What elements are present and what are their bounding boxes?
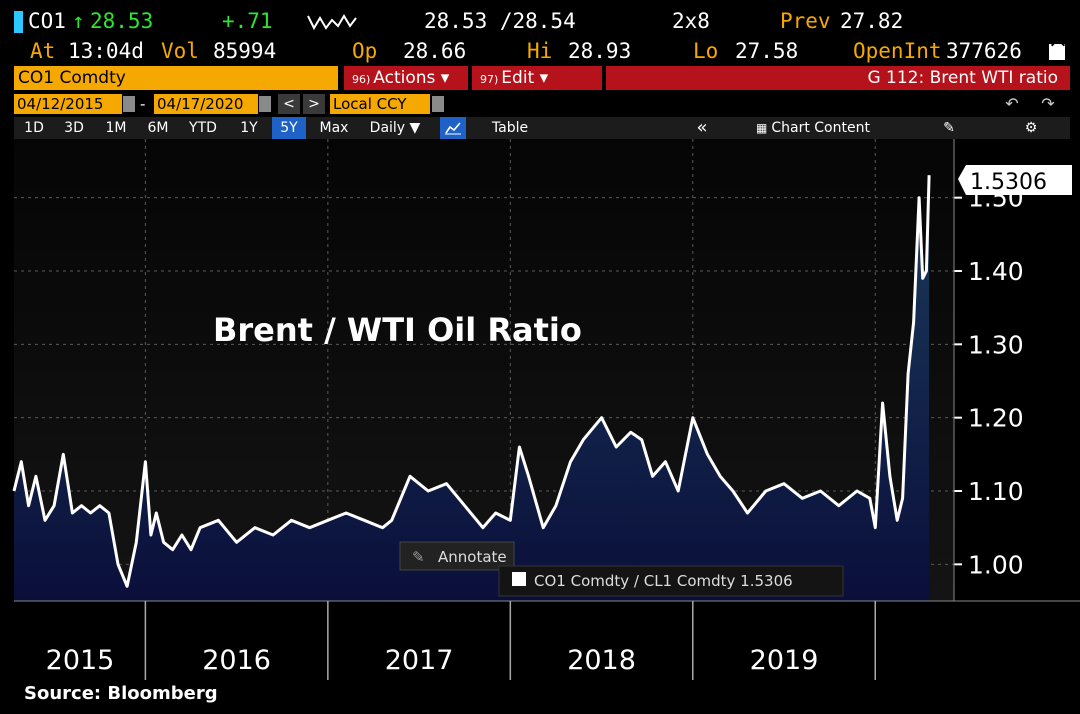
y-tick-label: 1.40 — [968, 257, 1024, 286]
prev-period-button[interactable]: < — [278, 94, 300, 114]
open-interest-label: OpenInt — [853, 39, 942, 63]
line-chart-icon — [445, 122, 461, 135]
y-tick-label: 1.20 — [968, 404, 1024, 433]
collapse-icon[interactable]: « — [696, 117, 708, 138]
open-value: 28.66 — [403, 39, 467, 63]
legend-swatch — [512, 572, 526, 586]
pencil-icon[interactable]: ✎ — [943, 120, 955, 136]
next-period-button[interactable]: > — [303, 94, 325, 114]
chart-content-button[interactable]: ▦ Chart Content — [748, 117, 878, 139]
currency-dropdown-icon[interactable] — [432, 96, 444, 112]
actions-number: 96) — [352, 73, 371, 86]
chart-icon: ▦ — [756, 121, 768, 135]
prev-value: 27.82 — [840, 9, 904, 33]
chart-content-label: Chart Content — [771, 120, 870, 136]
currency-select[interactable]: Local CCY — [330, 94, 430, 114]
period-1m[interactable]: 1M — [105, 120, 127, 136]
x-tick-label: 2018 — [567, 645, 636, 676]
prev-label: Prev — [780, 9, 831, 33]
series-line — [12, 175, 931, 588]
end-date-field[interactable]: 04/17/2020 — [154, 94, 258, 114]
y-tick-label: 1.10 — [968, 477, 1024, 506]
gear-icon[interactable]: ⚙ — [1024, 120, 1038, 136]
bid-ask-size: 2x8 — [672, 9, 710, 33]
legend: CO1 Comdty / CL1 Comdty 1.5306 — [498, 565, 844, 597]
period-max[interactable]: Max — [319, 120, 349, 136]
x-axis: 2015 2016 2017 2018 2019 — [14, 600, 1080, 680]
period-5y[interactable]: 5Y — [272, 117, 306, 139]
vol-value: 85994 — [213, 39, 277, 63]
sparkline-icon — [307, 14, 357, 31]
edit-number: 97) — [480, 73, 499, 86]
chart-title: Brent / WTI Oil Ratio — [213, 311, 582, 349]
ticker-marker — [14, 11, 23, 33]
legend-label: CO1 Comdty / CL1 Comdty 1.5306 — [534, 572, 793, 590]
function-bar: CO1 Comdty 96) Actions ▾ 97) Edit ▾ G 112:… — [14, 66, 1070, 90]
annotate-button[interactable]: ✎ Annotate — [399, 541, 515, 571]
undo-icon[interactable]: ↶ — [1005, 94, 1019, 113]
ticker-symbol: CO1 — [28, 9, 66, 33]
period-1d[interactable]: 1D — [24, 120, 44, 136]
at-label: At — [30, 39, 56, 63]
last-arrow: ↑ — [72, 9, 85, 33]
edit-label: Edit ▾ — [501, 68, 549, 88]
ratio-chart: 1.001.101.201.301.401.50 2015 2016 2017 201… — [12, 139, 1080, 680]
date-range-row: 04/12/2015 - 04/17/2020 < > Local CCY ↶ … — [14, 94, 1070, 114]
period-1y[interactable]: 1Y — [240, 120, 258, 136]
quote-header: CO1 ↑ 28.53 +.71 28.53 /28.54 2x8 Prev 2… — [0, 6, 1080, 36]
open-interest-value: 377626 — [946, 39, 1022, 63]
last-price: 28.53 — [90, 9, 154, 33]
table-button[interactable]: Table — [491, 120, 529, 136]
actions-label: Actions ▾ — [373, 68, 450, 88]
chart-toolbar: 1D 3D 1M 6M YTD 1Y 5Y Max Daily ▼ Table … — [14, 117, 1070, 139]
last-value-flag: 1.5306 — [958, 165, 1072, 195]
x-tick-label: 2015 — [46, 645, 115, 676]
series-area — [14, 175, 930, 601]
graph-title: G 112: Brent WTI ratio — [606, 66, 1070, 90]
pencil-icon: ✎ — [412, 548, 425, 566]
price-change: +.71 — [222, 9, 273, 33]
period-ytd[interactable]: YTD — [189, 120, 217, 136]
start-calendar-icon[interactable] — [123, 96, 135, 112]
high-value: 28.93 — [568, 39, 632, 63]
chart-type-icon[interactable] — [440, 117, 466, 139]
annotate-label: Annotate — [438, 548, 507, 566]
low-label: Lo — [693, 39, 719, 63]
end-calendar-icon[interactable] — [259, 96, 271, 112]
y-tick-label: 1.00 — [968, 550, 1024, 579]
y-tick-label: 1.30 — [968, 330, 1024, 359]
x-tick-label: 2016 — [202, 645, 271, 676]
x-tick-label: 2017 — [385, 645, 454, 676]
high-label: Hi — [527, 39, 553, 63]
export-icon[interactable] — [1049, 44, 1065, 60]
quote-time: 13:04d — [68, 39, 144, 63]
low-value: 27.58 — [735, 39, 799, 63]
security-field[interactable]: CO1 Comdty — [14, 66, 338, 90]
frequency-select[interactable]: Daily ▼ — [369, 120, 421, 136]
vol-label: Vol — [161, 39, 199, 63]
date-separator: - — [140, 95, 146, 113]
bid-ask: 28.53 /28.54 — [424, 9, 576, 33]
source-note: Source: Bloomberg — [24, 683, 218, 704]
redo-icon[interactable]: ↷ — [1041, 94, 1055, 113]
y-axis: 1.001.101.201.301.401.50 — [953, 139, 1024, 601]
open-label: Op — [352, 39, 378, 63]
edit-menu[interactable]: 97) Edit ▾ — [472, 66, 602, 90]
period-3d[interactable]: 3D — [64, 120, 84, 136]
x-tick-label: 2019 — [750, 645, 819, 676]
last-value-label: 1.5306 — [970, 170, 1047, 195]
quote-stats: At 13:04d Vol 85994 Op 28.66 Hi 28.93 Lo… — [0, 36, 1080, 66]
actions-menu[interactable]: 96) Actions ▾ — [344, 66, 468, 90]
period-6m[interactable]: 6M — [147, 120, 169, 136]
start-date-field[interactable]: 04/12/2015 — [14, 94, 122, 114]
